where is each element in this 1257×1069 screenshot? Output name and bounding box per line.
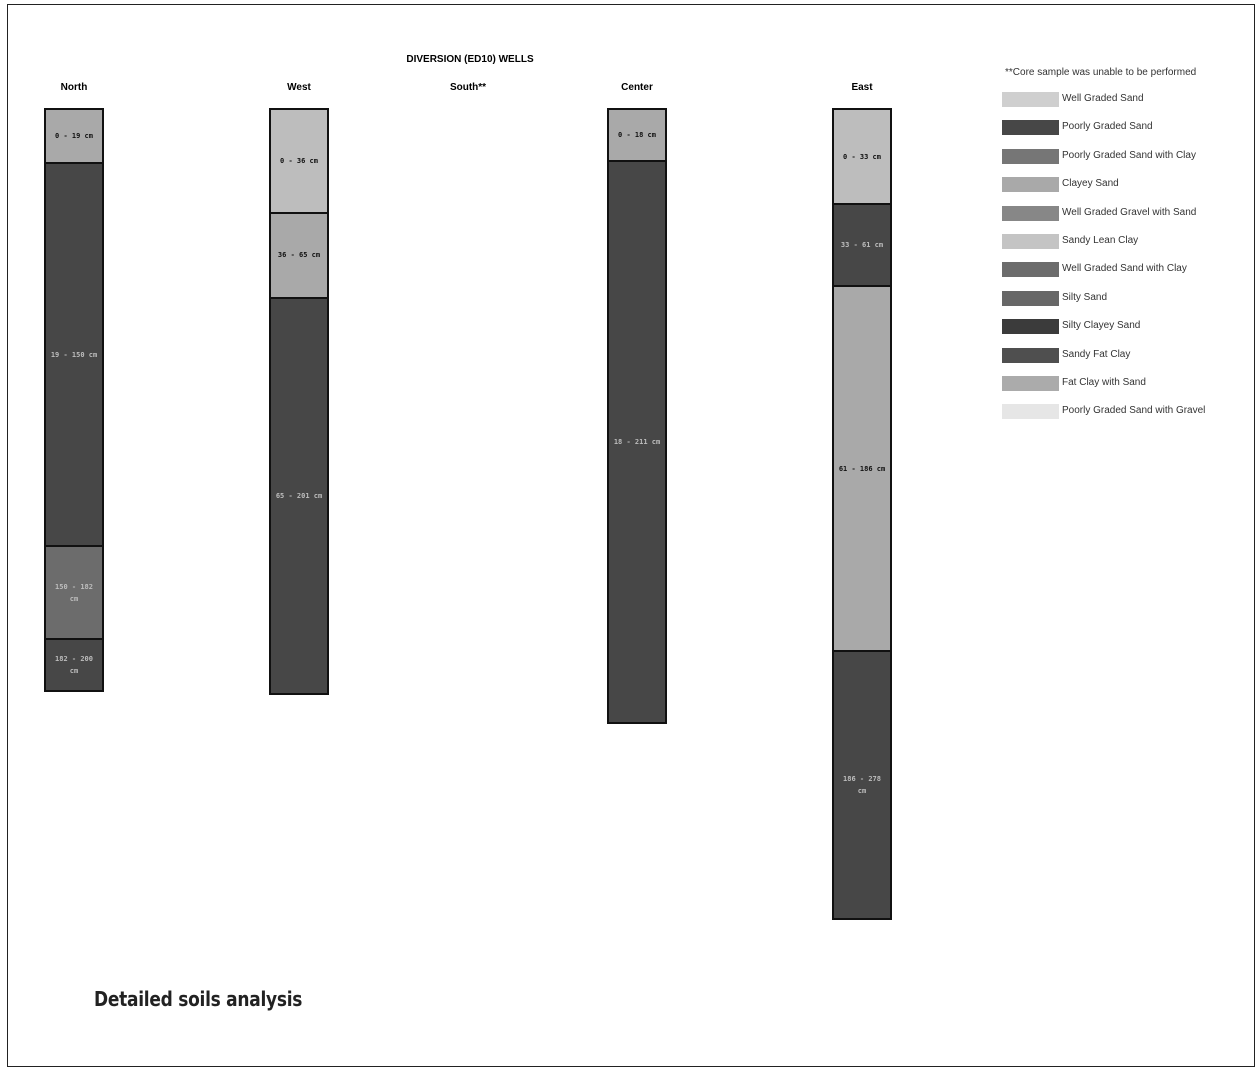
legend-swatch (1002, 262, 1059, 278)
legend-item: Poorly Graded Sand (1002, 120, 1247, 138)
legend-swatch (1002, 177, 1059, 193)
soil-layer: 186 - 278 cm (832, 651, 892, 920)
legend-swatch (1002, 234, 1059, 249)
legend-item: Poorly Graded Sand with Gravel (1002, 404, 1247, 422)
legend-label: Fat Clay with Sand (1062, 377, 1146, 388)
well-label: West (287, 82, 311, 93)
legend-item: Fat Clay with Sand (1002, 376, 1247, 394)
legend-note: **Core sample was unable to be performed (1005, 67, 1197, 78)
legend-swatch (1002, 120, 1059, 136)
legend-item: Silty Clayey Sand (1002, 319, 1247, 337)
legend-label: Silty Sand (1062, 291, 1108, 303)
legend-item: Clayey Sand (1002, 177, 1247, 195)
soil-layer: 182 - 200 cm (44, 639, 104, 692)
legend-swatch (1002, 376, 1059, 391)
legend-label: Poorly Graded Sand with Gravel (1062, 405, 1206, 417)
legend-item: Well Graded Gravel with Sand (1002, 205, 1247, 224)
legend-item: Silty Sand (1002, 290, 1247, 309)
soil-layer: 0 - 19 cm (44, 108, 104, 164)
soil-layer: 33 - 61 cm (832, 204, 892, 287)
legend-item: Poorly Graded Sand with Clay (1002, 148, 1247, 167)
well-label: East (851, 82, 873, 93)
legend-label: Silty Clayey Sand (1062, 320, 1141, 332)
legend-swatch (1002, 347, 1059, 363)
legend-label: Poorly Graded Sand with Clay (1062, 149, 1196, 161)
legend-label: Well Graded Sand with Clay (1062, 263, 1187, 275)
legend-item: Sandy Fat Clay (1002, 347, 1247, 366)
legend-label: Poorly Graded Sand (1062, 121, 1153, 133)
legend-item: Sandy Lean Clay (1002, 234, 1247, 252)
well-label: North (60, 82, 88, 93)
soil-layer: 150 - 182 cm (44, 546, 104, 640)
well-label: South** (449, 82, 487, 93)
soil-layer: 0 - 36 cm (269, 108, 329, 214)
soil-layer: 61 - 186 cm (832, 286, 892, 652)
legend-item: Well Graded Sand with Clay (1002, 262, 1247, 280)
legend-swatch (1002, 205, 1059, 221)
legend-swatch (1002, 92, 1059, 107)
diagram-title: DIVERSION (ED10) WELLS (406, 54, 534, 65)
soil-layer: 18 - 211 cm (607, 160, 667, 725)
caption: Detailed soils analysis (94, 987, 303, 1011)
legend-label: Clayey Sand (1062, 178, 1119, 190)
soil-layer: 65 - 201 cm (269, 297, 329, 695)
legend-label: Well Graded Gravel with Sand (1062, 206, 1197, 218)
soil-layer: 0 - 18 cm (607, 108, 667, 161)
soil-layer: 19 - 150 cm (44, 163, 104, 546)
legend-label: Well Graded Sand (1062, 93, 1144, 104)
legend-swatch (1002, 148, 1059, 164)
well-label: Center (621, 82, 653, 93)
legend-swatch (1002, 319, 1059, 335)
legend-swatch (1002, 290, 1059, 306)
soil-layer: 36 - 65 cm (269, 213, 329, 298)
legend-label: Sandy Fat Clay (1062, 348, 1131, 360)
legend-item: Well Graded Sand (1002, 92, 1247, 110)
soil-layer: 0 - 33 cm (832, 108, 892, 205)
legend-label: Sandy Lean Clay (1062, 235, 1139, 246)
legend-swatch (1002, 404, 1059, 420)
